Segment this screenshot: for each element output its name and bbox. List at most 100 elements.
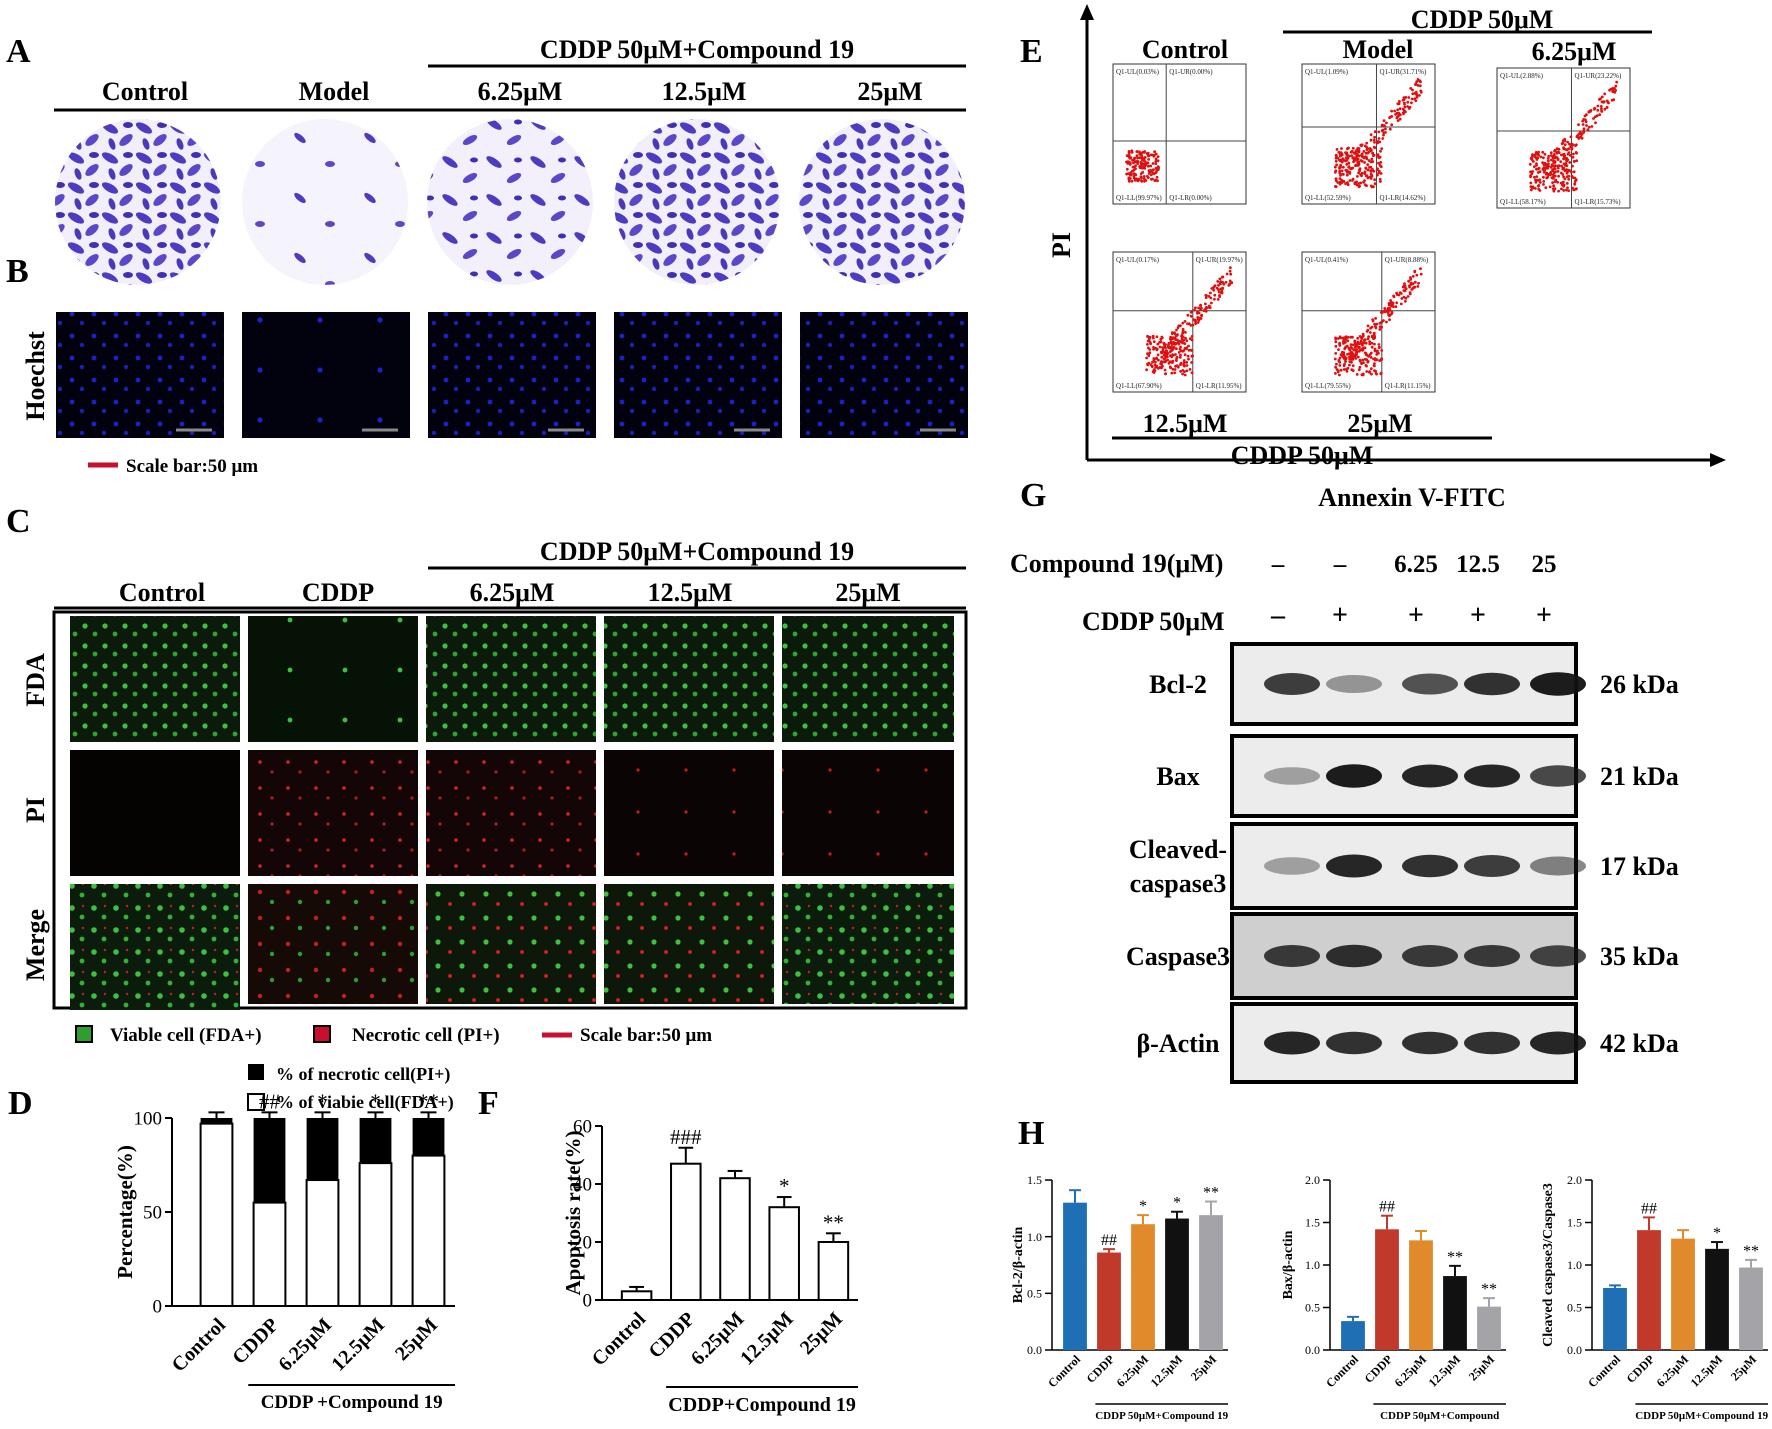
- quadrant-ul: Q1-UL(0.03%): [1116, 68, 1160, 76]
- protein-band: [1264, 673, 1320, 695]
- category-label: CDDP: [1624, 1352, 1657, 1385]
- panel-a-col-model: Model: [299, 77, 370, 106]
- western-blot: Bcl-2 26 kDa Bax 21 kDa Cleaved-caspase3 17 k…: [1126, 642, 1679, 1084]
- panel-e-label-model: Model: [1343, 35, 1414, 64]
- legend-scale-bar: Scale bar:50 μm: [580, 1025, 712, 1046]
- y-tick-label: 1.0: [1305, 1258, 1320, 1272]
- panel-a-col-6: 6.25μM: [478, 77, 563, 106]
- category-label: Control: [1585, 1352, 1623, 1390]
- group-label: CDDP 50μM+Compound: [1380, 1410, 1499, 1422]
- panel-e-bottom-header: CDDP 50μM: [1231, 441, 1374, 470]
- blot-row: Caspase3 35 kDa: [1126, 912, 1679, 1000]
- protein-name: Bax: [1156, 762, 1199, 791]
- protein-band: [1264, 857, 1320, 875]
- category-label: 6.25μM: [1114, 1352, 1152, 1390]
- bar-necrotic: [359, 1118, 392, 1164]
- category-label: Control: [588, 1308, 651, 1371]
- bar: [817, 1241, 850, 1301]
- panel-letter-d: D: [8, 1085, 33, 1122]
- bar: [1097, 1252, 1121, 1350]
- protein-band: [1464, 945, 1520, 967]
- significance-mark: ##: [1101, 1232, 1117, 1249]
- protein-band: [1464, 1031, 1520, 1055]
- category-label: 12.5μM: [1688, 1352, 1726, 1390]
- legend-necrotic: Necrotic cell (PI+): [352, 1025, 500, 1046]
- category-label: 6.25μM: [274, 1314, 336, 1376]
- category-label: 25μM: [1466, 1352, 1497, 1383]
- y-axis-label: Percentage(%): [113, 1145, 137, 1279]
- bar: [1199, 1215, 1223, 1350]
- quadrant-ur: Q1-UR(31.71%): [1379, 68, 1427, 76]
- flow-plot: Q1-UL(0.17%) Q1-UR(19.97%) Q1-LL(67.90%) Q1…: [1112, 251, 1247, 393]
- y-tick-label: 1.5: [1027, 1173, 1042, 1187]
- category-label: Control: [1045, 1352, 1083, 1390]
- panel-a-col-12: 12.5μM: [662, 77, 747, 106]
- quadrant-ul: Q1-UL(0.41%): [1305, 256, 1349, 264]
- western-header-values: – – 6.25 12.5 25 – + + + +: [1270, 551, 1557, 631]
- panel-b-scale-bar: Scale bar:50 μm: [126, 456, 258, 477]
- protein-band: [1530, 856, 1586, 876]
- y-tick-label: 1.5: [1305, 1216, 1320, 1230]
- flow-plot: Q1-UL(0.41%) Q1-UR(8.88%) Q1-LL(79.55%) Q1-…: [1301, 251, 1436, 393]
- y-tick-label: 0.5: [1027, 1287, 1042, 1301]
- significance-mark: ##: [1641, 1200, 1657, 1217]
- significance-mark: *: [370, 1089, 381, 1113]
- protein-band: [1264, 1031, 1320, 1055]
- bar-viable: [199, 1122, 234, 1308]
- bar-necrotic: [253, 1118, 286, 1203]
- blot-row: Cleaved-caspase3 17 kDa: [1129, 822, 1679, 910]
- quadrant-ur: Q1-UR(23.22%): [1574, 72, 1622, 80]
- protein-band: [1326, 1031, 1382, 1055]
- protein-band: [1530, 945, 1586, 967]
- panel-e-label-control: Control: [1142, 35, 1228, 64]
- legend-viable: Viable cell (FDA+): [110, 1025, 262, 1046]
- panel-letter-e: E: [1020, 33, 1043, 70]
- compound-dose: –: [1271, 551, 1285, 578]
- bar-viable: [411, 1154, 446, 1307]
- panel-letter-b: B: [6, 253, 29, 290]
- category-label: 12.5μM: [736, 1308, 798, 1370]
- quadrant-ul: Q1-UL(1.09%): [1305, 68, 1349, 76]
- protein-band: [1402, 854, 1458, 878]
- bar-necrotic: [306, 1118, 339, 1181]
- bar: [1637, 1230, 1661, 1350]
- panel-a-col-25: 25μM: [857, 77, 922, 106]
- quadrant-lr: Q1-LR(15.73%): [1574, 198, 1621, 206]
- y-axis-label: Apoptosis rate(%): [561, 1130, 585, 1295]
- category-label: CDDP: [1084, 1352, 1117, 1385]
- protein-band: [1402, 945, 1458, 967]
- y-tick-label: 0: [153, 1297, 163, 1318]
- significance-mark: **: [823, 1210, 844, 1234]
- significance-mark: *: [1173, 1195, 1181, 1212]
- bar: [1375, 1229, 1399, 1350]
- molecular-weight: 35 kDa: [1600, 942, 1679, 971]
- flow-plot: Q1-UL(1.09%) Q1-UR(31.71%) Q1-LL(52.59%) Q1…: [1301, 63, 1436, 205]
- protein-band: [1326, 764, 1382, 788]
- protein-band: [1326, 854, 1382, 878]
- protein-band: [1464, 855, 1520, 877]
- protein-band: [1402, 1031, 1458, 1055]
- y-tick-label: 60: [573, 1117, 592, 1138]
- group-label: CDDP 50μM+Compound 19: [1635, 1410, 1768, 1422]
- y-tick-label: 20: [573, 1233, 592, 1254]
- protein-band: [1530, 672, 1586, 696]
- y-tick-label: 1.5: [1567, 1216, 1582, 1230]
- significance-mark: **: [1447, 1249, 1463, 1266]
- quadrant-lr: Q1-LR(0.00%): [1169, 194, 1212, 202]
- blot-row: Bcl-2 26 kDa: [1149, 642, 1679, 726]
- category-label: 12.5μM: [1426, 1352, 1464, 1390]
- category-label: 6.25μM: [1654, 1352, 1692, 1390]
- quadrant-ll: Q1-LL(79.55%): [1305, 382, 1351, 390]
- crystal-violet-dish: [614, 119, 780, 285]
- quadrant-ul: Q1-UL(0.17%): [1116, 256, 1160, 264]
- bar-necrotic: [412, 1118, 445, 1156]
- molecular-weight: 42 kDa: [1600, 1029, 1679, 1058]
- quadrant-ll: Q1-LL(67.90%): [1116, 382, 1162, 390]
- cddp-sign: –: [1270, 600, 1286, 631]
- group-label: CDDP 50μM+Compound 19: [1095, 1410, 1228, 1422]
- y-tick-label: 0.0: [1027, 1343, 1042, 1357]
- significance-mark: **: [1203, 1185, 1219, 1202]
- chart-d: 050100Control##CDDP*6.25μM*12.5μM**25μMP…: [113, 1089, 455, 1413]
